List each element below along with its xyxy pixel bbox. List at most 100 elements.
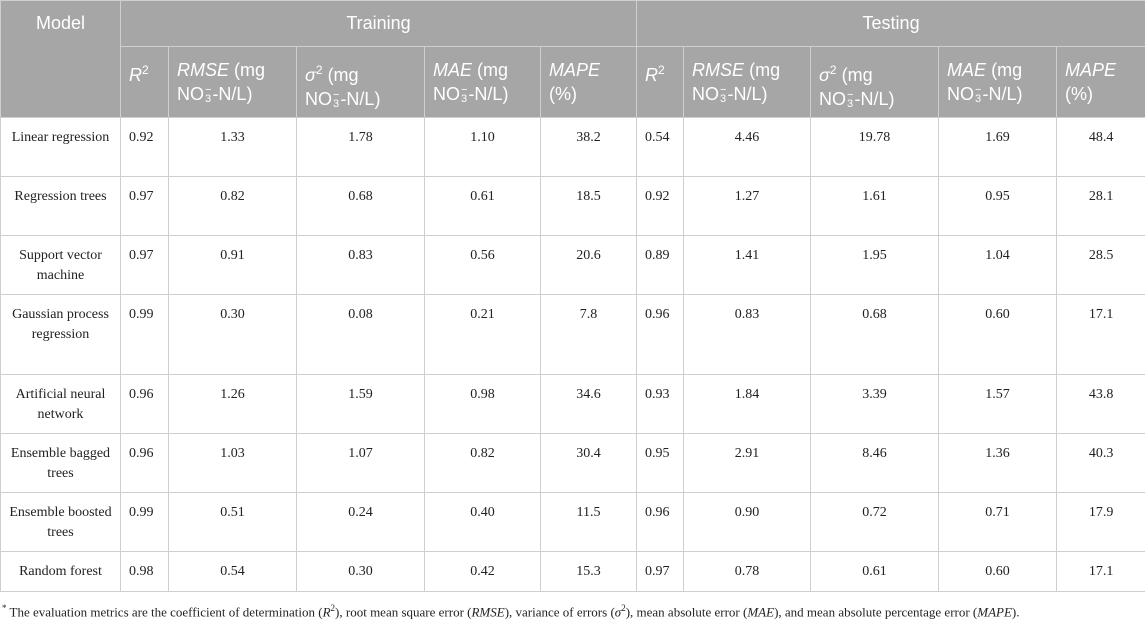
value-cell: 38.2 [539, 117, 638, 177]
superscript: − [847, 89, 854, 102]
value-cell: 20.6 [539, 235, 638, 295]
group-header: Testing [636, 0, 1145, 47]
header-row: R2 RMSE (mg NO −3 -N/L) σ2 (mg NO −3 -N/L) MAE (m… [1, 46, 1145, 118]
model-cell: Support vector machine [0, 235, 121, 295]
unit: (mg [841, 65, 873, 85]
unit: NO [177, 84, 204, 104]
value-cell: 0.61 [424, 176, 541, 236]
footnote-text: ), variance of errors ( [504, 604, 615, 620]
unit: NO [305, 89, 332, 109]
value-cell: 0.99 [120, 492, 169, 552]
column-header: σ2 (mg NO −3 -N/L) [810, 46, 940, 118]
value-cell: 1.59 [296, 374, 425, 434]
italic-text: MAE [747, 604, 775, 620]
value-cell: 28.5 [1056, 235, 1145, 295]
subscript: 3 [333, 98, 340, 111]
value-cell: 1.69 [938, 117, 1058, 177]
column-header: MAE (mg NO −3 -N/L) [938, 46, 1058, 118]
value-cell: 0.40 [424, 492, 541, 552]
ion-charge: −3 [205, 85, 212, 106]
value-cell: 30.4 [539, 433, 638, 493]
value-cell: 0.60 [938, 551, 1058, 592]
column-header: MAE (mg NO −3 -N/L) [424, 46, 541, 118]
unit: NO [433, 84, 460, 104]
unit: -N/L) [854, 89, 895, 109]
value-cell: 28.1 [1056, 176, 1145, 236]
value-cell: 1.41 [683, 235, 812, 295]
value-cell: 1.57 [938, 374, 1058, 434]
italic-text: RMSE [471, 604, 505, 620]
value-cell: 0.92 [636, 176, 685, 236]
value-cell: 1.27 [683, 176, 812, 236]
metric-name: MAE [947, 60, 987, 80]
value-cell: 1.61 [810, 176, 940, 236]
unit: (%) [549, 84, 577, 104]
value-cell: 48.4 [1056, 117, 1145, 177]
metric-name: R [645, 65, 659, 85]
value-cell: 11.5 [539, 492, 638, 552]
value-cell: 0.99 [120, 294, 169, 375]
value-cell: 19.78 [810, 117, 940, 177]
subscript: 3 [720, 93, 727, 106]
table-row: Support vector machine 0.97 0.91 0.83 0.56 20… [0, 235, 1145, 295]
table-row: Ensemble boosted trees 0.99 0.51 0.24 0.40 11… [0, 492, 1145, 552]
unit: (mg [234, 60, 266, 80]
subscript: 3 [205, 93, 212, 106]
value-cell: 1.10 [424, 117, 541, 177]
value-cell: 0.97 [636, 551, 685, 592]
table-row: Linear regression 0.92 1.33 1.78 1.10 38.2 0.5… [0, 117, 1145, 177]
header-cell: Model [0, 0, 121, 118]
table-header: Model Training Testing R2 RMSE (mg NO −3 -N/L… [0, 0, 1145, 118]
footnote: * The evaluation metrics are the coeffic… [0, 592, 1145, 622]
value-cell: 0.21 [424, 294, 541, 375]
model-cell: Random forest [0, 551, 121, 592]
column-header: R2 [636, 46, 685, 118]
unit: -N/L) [212, 84, 253, 104]
value-cell: 7.8 [539, 294, 638, 375]
column-header: σ2 (mg NO −3 -N/L) [296, 46, 425, 118]
value-cell: 1.33 [168, 117, 297, 177]
value-cell: 4.46 [683, 117, 812, 177]
value-cell: 17.9 [1056, 492, 1145, 552]
metric-name: R [129, 65, 142, 85]
ion-charge: −3 [975, 85, 981, 105]
value-cell: 1.07 [296, 433, 425, 493]
value-cell: 0.08 [296, 294, 425, 375]
value-cell: 17.1 [1056, 551, 1145, 592]
table-row: Ensemble bagged trees 0.96 1.03 1.07 0.82 30.… [0, 433, 1145, 493]
unit: -N/L) [727, 84, 768, 104]
footnote-text: ), and mean absolute percentage error ( [774, 604, 978, 620]
superscript: 2 [315, 63, 323, 77]
metric-name: σ [819, 65, 830, 85]
superscript: − [461, 84, 468, 97]
model-cell: Artificial neural network [0, 374, 121, 434]
value-cell: 0.71 [938, 492, 1058, 552]
unit: NO [692, 84, 720, 104]
value-cell: 0.98 [424, 374, 541, 434]
unit: NO [819, 89, 847, 109]
value-cell: 0.96 [636, 294, 685, 375]
value-cell: 0.97 [120, 176, 169, 236]
value-cell: 0.82 [424, 433, 541, 493]
table-body: Linear regression 0.92 1.33 1.78 1.10 38.2 0.5… [0, 117, 1145, 592]
table-row: Gaussian process regression 0.99 0.30 0.08 0… [0, 294, 1145, 375]
column-header: RMSE (mg NO −3 -N/L) [683, 46, 812, 118]
metric-name: MAPE [549, 60, 601, 80]
value-cell: 0.68 [810, 294, 940, 375]
unit: (%) [1065, 84, 1094, 104]
value-cell: 0.96 [120, 433, 169, 493]
value-cell: 0.54 [168, 551, 297, 592]
footnote-text: The evaluation metrics are the coefficie… [6, 604, 323, 620]
value-cell: 15.3 [539, 551, 638, 592]
value-cell: 1.03 [168, 433, 297, 493]
metric-name: MAE [433, 60, 473, 80]
italic-text: σ [614, 604, 622, 620]
superscript: 2 [658, 63, 665, 77]
superscript: − [720, 84, 727, 97]
superscript: − [333, 89, 340, 102]
ion-charge: −3 [333, 89, 340, 111]
value-cell: 1.84 [683, 374, 812, 434]
value-cell: 8.46 [810, 433, 940, 493]
value-cell: 0.42 [424, 551, 541, 592]
